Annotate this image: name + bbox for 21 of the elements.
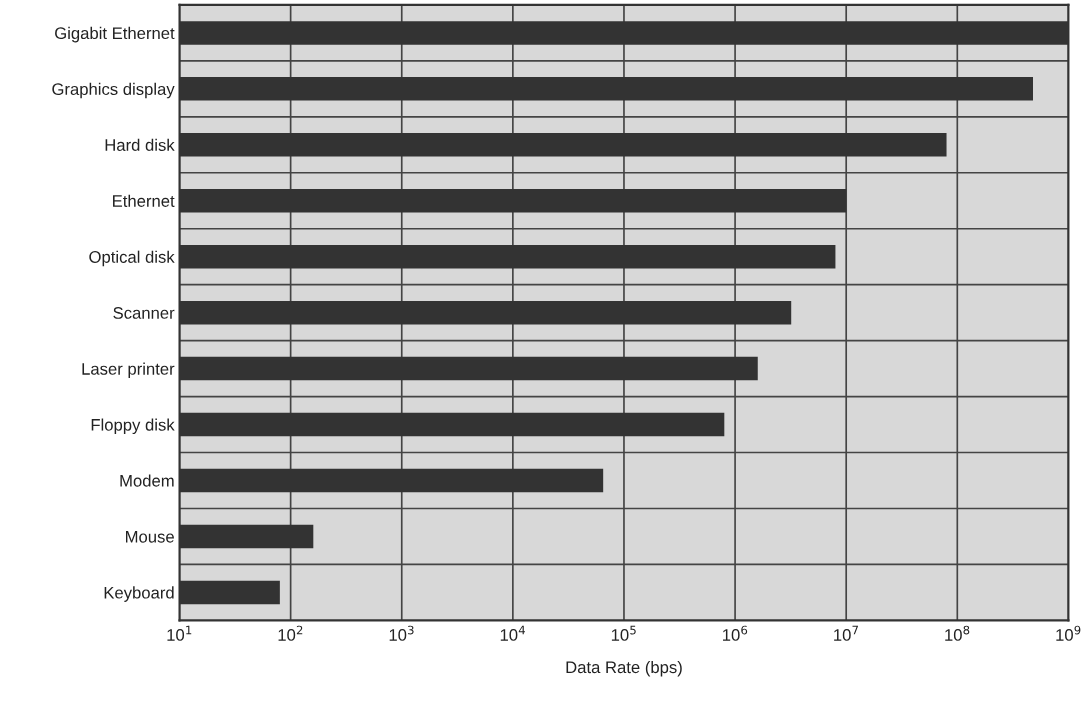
x-tick-label: 10$^{9}$ (1056, 625, 1081, 641)
y-tick-label: Ethernet (113, 194, 175, 207)
x-tick-label: 10$^{2}$ (278, 625, 303, 641)
y-tick-label: Floppy disk (91, 418, 175, 435)
x-tick-label: 10$^{6}$ (723, 625, 748, 641)
x-tick-label: 10$^{3}$ (389, 625, 414, 641)
y-tick-label: Gigabit Ethernet (55, 26, 175, 43)
y-tick-label: Keyboard (104, 586, 174, 602)
y-tick-label: Laser printer (82, 362, 175, 379)
x-axis-title: Data Rate (bps) (566, 660, 682, 677)
y-tick-label: Optical disk (89, 250, 175, 267)
x-tick-label: 10$^{8}$ (945, 625, 970, 641)
y-tick-label: Graphics display (52, 82, 175, 99)
y-tick-label: Hard disk (105, 138, 175, 151)
x-tick-label: 10$^{7}$ (834, 625, 858, 641)
y-tick-label: Scanner (113, 307, 175, 319)
x-tick-label: 10$^{1}$ (167, 625, 192, 641)
x-tick-label: 10$^{4}$ (500, 625, 525, 641)
y-tick-label: Mouse (126, 531, 174, 543)
x-tick-label: 10$^{5}$ (611, 625, 636, 641)
y-tick-label: Modem (120, 474, 174, 487)
